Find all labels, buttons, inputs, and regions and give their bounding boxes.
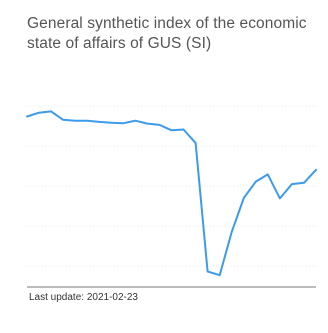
data-point <box>231 231 233 233</box>
data-point <box>26 116 28 118</box>
data-point <box>243 197 245 199</box>
grid-lines <box>27 105 316 267</box>
last-update-footer: Last update: 2021-02-23 <box>29 292 138 303</box>
data-point <box>134 120 136 122</box>
data-point <box>315 169 317 171</box>
chart-title: General synthetic index of the economic … <box>27 15 307 52</box>
data-point <box>303 182 305 184</box>
data-point <box>171 129 173 131</box>
data-point <box>146 123 148 125</box>
data-point <box>291 183 293 185</box>
series-layer <box>26 110 317 277</box>
last-update-label: Last update: <box>29 292 85 303</box>
data-point <box>74 120 76 122</box>
data-point <box>207 271 209 273</box>
last-update-date: 2021-02-23 <box>86 292 138 303</box>
data-point <box>255 181 257 183</box>
data-point <box>159 124 161 126</box>
series-line <box>26 110 317 277</box>
data-point <box>267 173 269 175</box>
data-point <box>98 121 100 123</box>
data-point <box>86 120 88 122</box>
data-point <box>219 274 221 276</box>
data-point <box>38 112 40 114</box>
data-point <box>110 122 112 124</box>
data-point <box>62 119 64 121</box>
data-point <box>279 197 281 199</box>
data-point <box>183 129 185 131</box>
data-point <box>195 142 197 144</box>
data-point <box>122 122 124 124</box>
data-point <box>50 110 52 112</box>
